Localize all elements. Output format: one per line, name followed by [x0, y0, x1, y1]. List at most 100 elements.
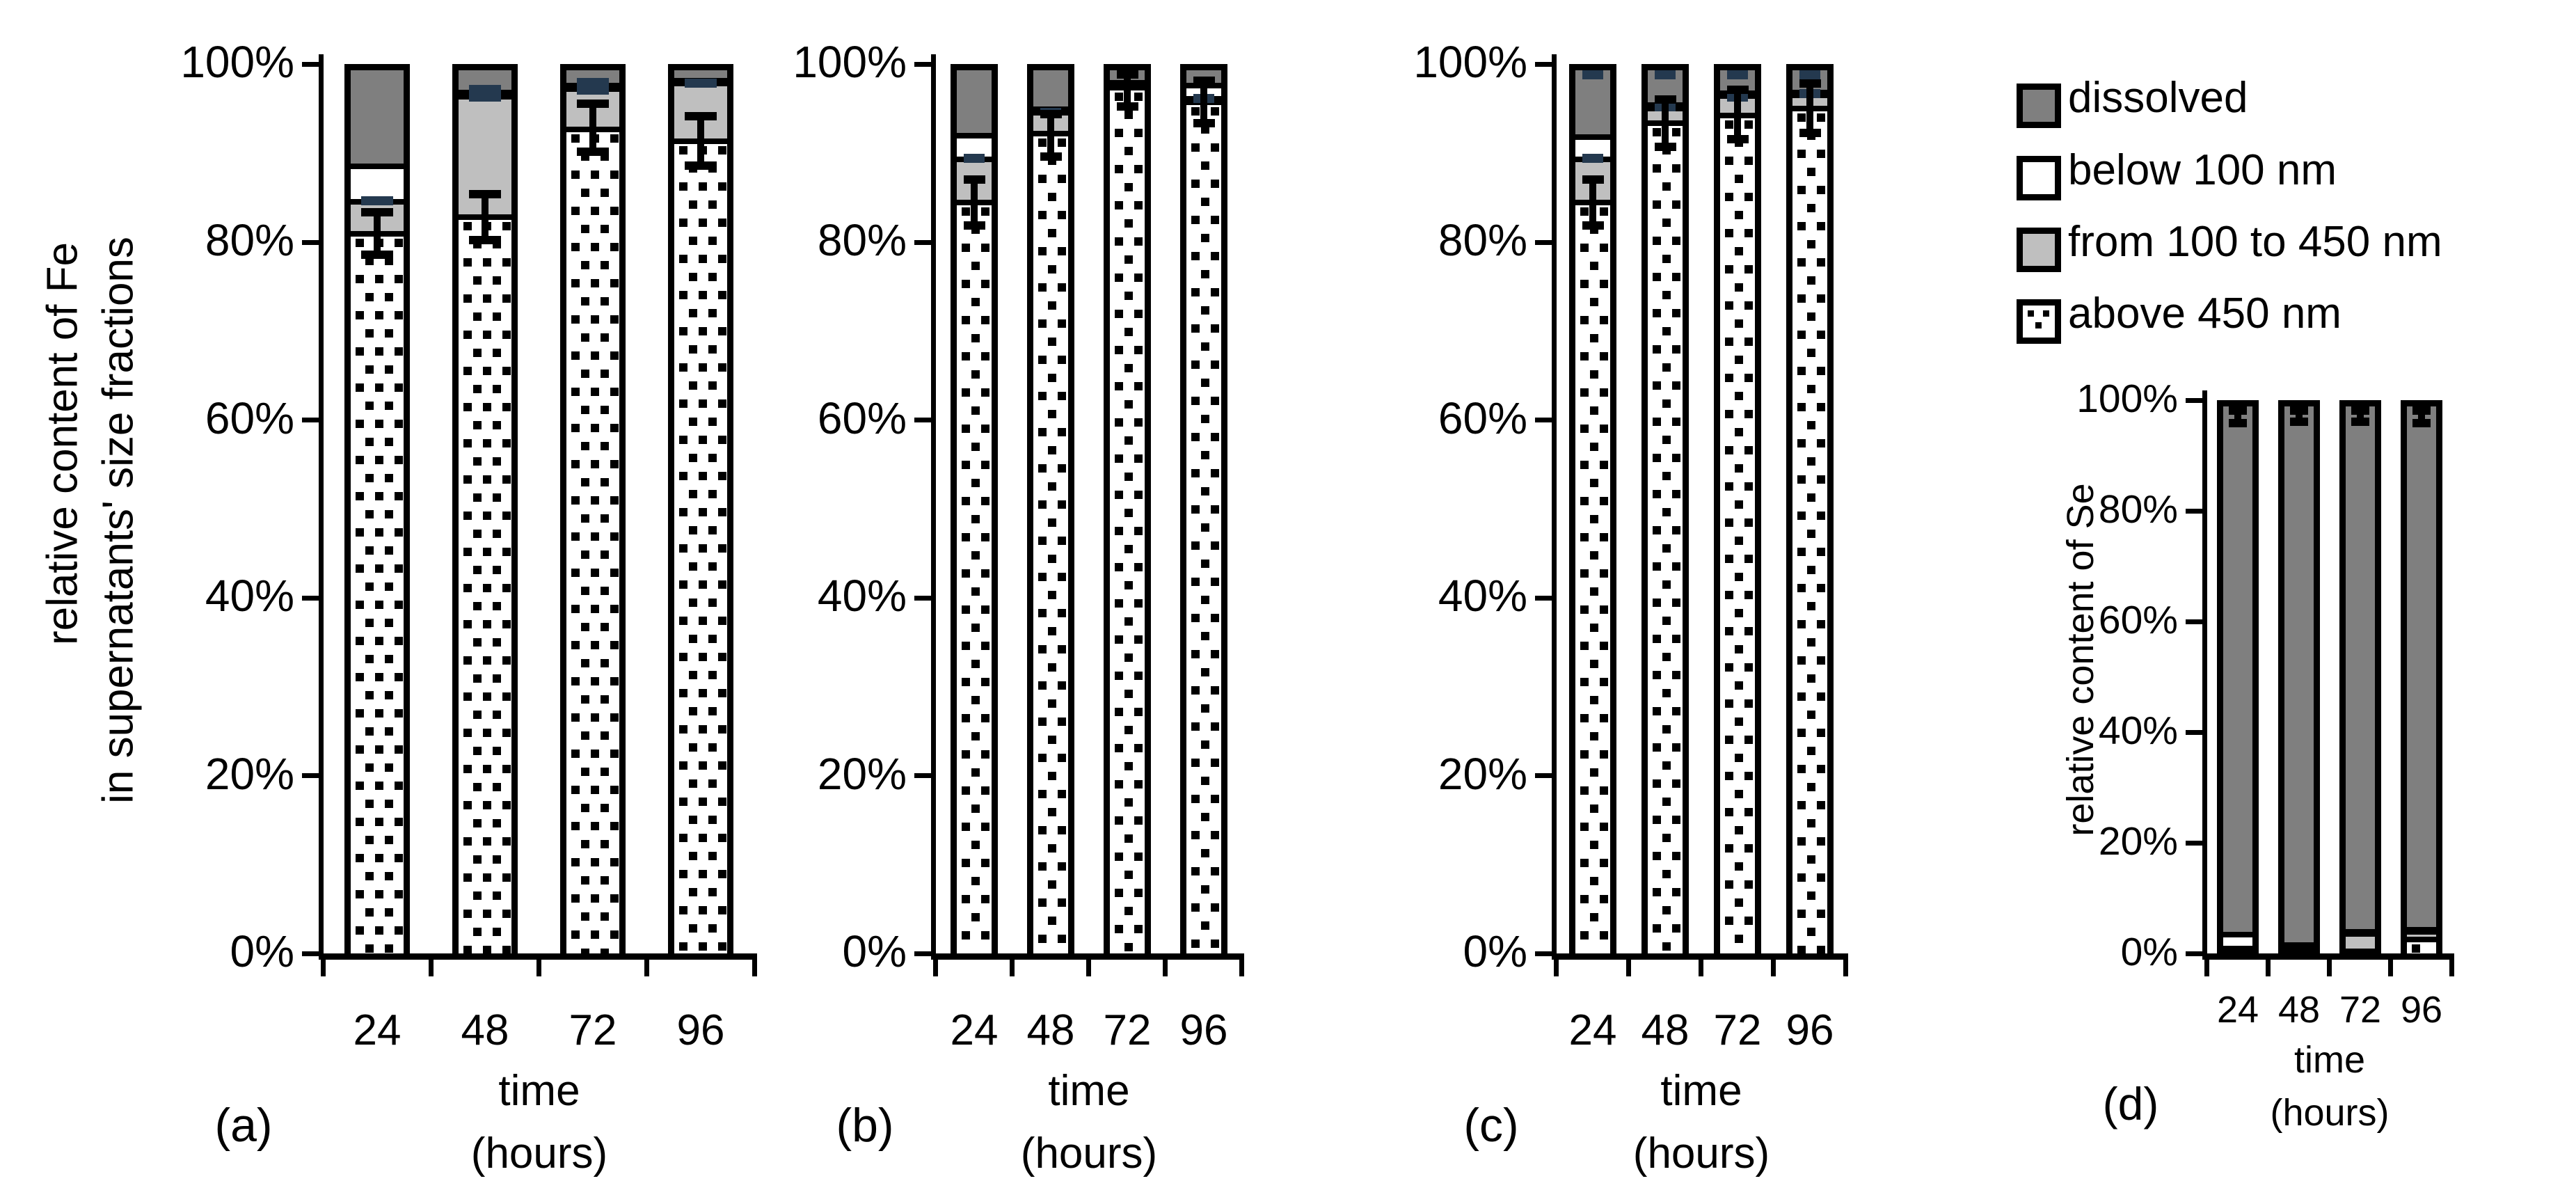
- pattern-dot: [1590, 696, 1598, 705]
- pattern-dot: [1191, 541, 1200, 550]
- pattern-dot: [483, 330, 491, 339]
- pattern-dot: [1600, 750, 1608, 759]
- pattern-dot: [689, 562, 697, 571]
- pattern-dot: [689, 887, 697, 896]
- pattern-dot: [1672, 164, 1680, 173]
- pattern-dot: [1817, 692, 1825, 701]
- error-bar-cap-top: [685, 112, 717, 120]
- pattern-dot: [708, 706, 717, 715]
- pattern-dot: [395, 889, 403, 898]
- pattern-dot: [483, 619, 491, 628]
- pattern-dot: [981, 425, 989, 434]
- pattern-dot: [962, 750, 970, 759]
- pattern-dot: [1725, 264, 1733, 274]
- pattern-dot: [1817, 764, 1825, 773]
- pattern-dot: [581, 370, 589, 379]
- pattern-dot: [1744, 554, 1753, 563]
- pattern-dot: [473, 529, 482, 538]
- pattern-dot: [1662, 653, 1671, 662]
- pattern-dot: [708, 670, 717, 679]
- y-tick-label-b: 60%: [817, 393, 907, 443]
- pattern-dot: [1672, 671, 1680, 680]
- pattern-dot: [1797, 692, 1806, 701]
- pattern-dot: [395, 455, 403, 464]
- bar-inner: [566, 70, 619, 953]
- pattern-dot: [708, 779, 717, 788]
- pattern-dot: [375, 419, 383, 428]
- pattern-dot: [1725, 518, 1733, 527]
- pattern-dot: [1038, 645, 1047, 654]
- pattern-dot: [1662, 327, 1671, 336]
- bar-segment-above-450nm: [1720, 115, 1755, 953]
- pattern-dot: [591, 388, 599, 397]
- pattern-dot: [971, 443, 980, 452]
- pattern-dot: [679, 905, 687, 914]
- pattern-dot: [1797, 113, 1806, 122]
- segment-boundary-line: [957, 132, 992, 138]
- pattern-dot: [1201, 559, 1209, 568]
- pattern-dot: [356, 419, 364, 428]
- pattern-dot: [1653, 779, 1661, 788]
- pattern-dot: [483, 511, 491, 520]
- pattern-dot: [962, 425, 970, 434]
- pattern-dot: [1744, 192, 1753, 201]
- pattern-dot: [1201, 776, 1209, 785]
- pattern-dot: [493, 312, 501, 321]
- pattern-dot: [699, 869, 707, 878]
- pattern-dot: [1211, 866, 1219, 875]
- pattern-dot: [1191, 939, 1200, 948]
- pattern-dot: [610, 424, 619, 433]
- pattern-dot: [1744, 264, 1753, 274]
- pattern-dot: [1580, 316, 1589, 325]
- pattern-dot: [473, 927, 482, 936]
- navy-error-cap: [1799, 70, 1820, 79]
- pattern-dot: [1725, 771, 1733, 780]
- pattern-dot: [1038, 826, 1047, 835]
- error-bar-cap-top: [361, 208, 393, 217]
- y-tick-d: [2186, 951, 2202, 956]
- pattern-dot: [1191, 830, 1200, 839]
- pattern-dot: [1211, 758, 1219, 767]
- pattern-dot: [1124, 183, 1133, 192]
- pattern-dot: [1115, 563, 1123, 572]
- pattern-dot: [1817, 547, 1825, 556]
- pattern-dot: [473, 637, 482, 647]
- pattern-dot: [699, 471, 707, 480]
- pattern-dot: [493, 348, 501, 357]
- pattern-dot: [1134, 418, 1143, 427]
- pattern-dot: [1744, 445, 1753, 454]
- pattern-dot: [708, 887, 717, 896]
- pattern-dot: [463, 511, 472, 520]
- pattern-dot: [971, 696, 980, 705]
- pattern-dot: [581, 189, 589, 198]
- pattern-dot: [1807, 565, 1815, 574]
- x-tick-label-a-96: 96: [676, 1006, 725, 1054]
- pattern-dot: [1797, 800, 1806, 809]
- pattern-dot: [571, 930, 580, 940]
- pattern-dot: [981, 642, 989, 651]
- pattern-dot: [1653, 309, 1661, 318]
- pattern-dot: [962, 859, 970, 868]
- y-axis-title-a-line1: relative content of Fe: [38, 241, 87, 645]
- bar-segment-above-450nm: [1033, 134, 1068, 953]
- y-tick-label-b: 80%: [817, 214, 907, 265]
- pattern-dot: [1797, 656, 1806, 665]
- pattern-dot: [1672, 924, 1680, 933]
- pattern-dot: [699, 290, 707, 299]
- pattern-dot: [1600, 714, 1608, 723]
- pattern-dot: [1807, 384, 1815, 393]
- pattern-dot: [689, 525, 697, 534]
- segment-boundary-line: [351, 164, 404, 170]
- bar-d-96: [2401, 400, 2442, 960]
- bar-segment-above-450nm: [1575, 203, 1610, 953]
- pattern-dot: [689, 670, 697, 679]
- pattern-dot: [1590, 406, 1598, 415]
- pattern-dot: [1048, 772, 1056, 781]
- pattern-dot: [718, 254, 726, 263]
- pattern-dot: [610, 315, 619, 324]
- y-tick-label-b: 20%: [817, 748, 907, 799]
- pattern-dot: [581, 406, 589, 415]
- pattern-dot: [1048, 229, 1056, 238]
- pattern-dot: [1744, 843, 1753, 853]
